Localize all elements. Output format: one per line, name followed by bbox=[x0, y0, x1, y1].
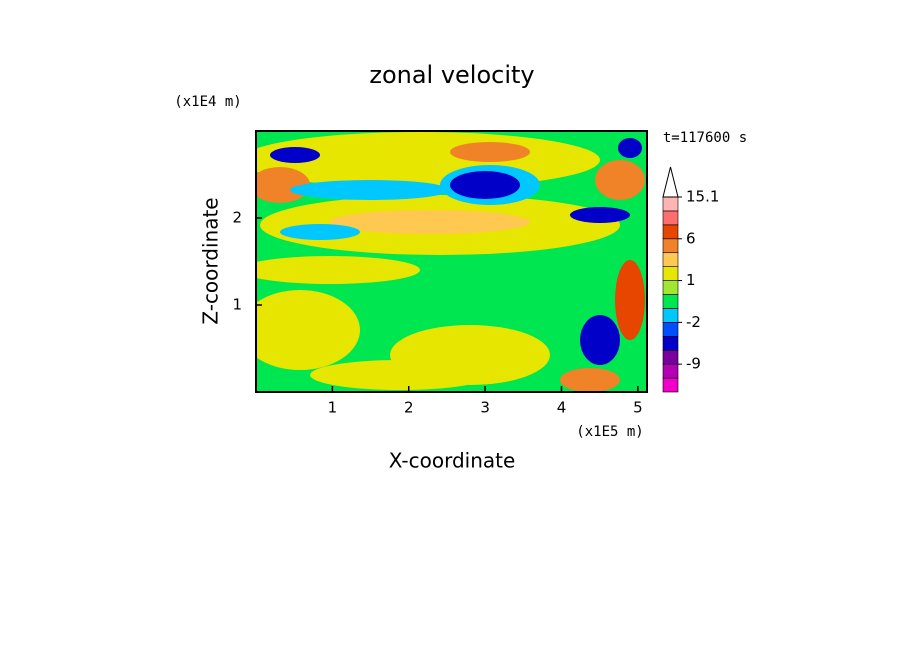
x-tick-label: 3 bbox=[480, 399, 490, 417]
colorbar-tick-label: -2 bbox=[686, 313, 701, 331]
x-tick-label: 2 bbox=[404, 399, 414, 417]
colorbar-segment bbox=[662, 266, 679, 281]
x-tick-label: 5 bbox=[633, 399, 643, 417]
chart-title: zonal velocity bbox=[369, 61, 534, 89]
x-scale-label: (x1E5 m) bbox=[576, 424, 643, 440]
plot-frame bbox=[255, 130, 648, 393]
colorbar-segment bbox=[662, 224, 679, 240]
time-label: t=117600 s bbox=[663, 130, 747, 146]
y-tick-label: 2 bbox=[232, 209, 242, 227]
colorbar-segment bbox=[662, 363, 679, 379]
colorbar-extension bbox=[662, 166, 679, 198]
y-tick-label: 1 bbox=[232, 296, 242, 314]
colorbar-segment bbox=[662, 308, 679, 323]
colorbar-tick-label: -9 bbox=[686, 355, 701, 373]
colorbar-segment bbox=[662, 377, 679, 393]
x-tick-label: 1 bbox=[328, 399, 338, 417]
x-axis-label: X-coordinate bbox=[389, 449, 516, 473]
y-axis-label: Z-coordinate bbox=[199, 197, 223, 324]
colorbar-segment bbox=[662, 349, 679, 365]
y-scale-label: (x1E4 m) bbox=[174, 94, 241, 110]
colorbar-tick-label: 1 bbox=[686, 271, 696, 289]
colorbar-segment bbox=[662, 210, 679, 226]
colorbar-segment bbox=[662, 294, 679, 309]
colorbar-segment bbox=[662, 280, 679, 295]
colorbar-segment bbox=[662, 252, 679, 267]
colorbar-segment bbox=[662, 238, 679, 254]
colorbar-segment bbox=[662, 335, 679, 351]
colorbar-segment bbox=[662, 322, 679, 337]
contour-field bbox=[256, 131, 647, 392]
colorbar-segment bbox=[662, 196, 679, 212]
x-tick-label: 4 bbox=[557, 399, 567, 417]
colorbar-tick-label: 15.1 bbox=[686, 188, 719, 206]
colorbar-tick-label: 6 bbox=[686, 229, 696, 247]
